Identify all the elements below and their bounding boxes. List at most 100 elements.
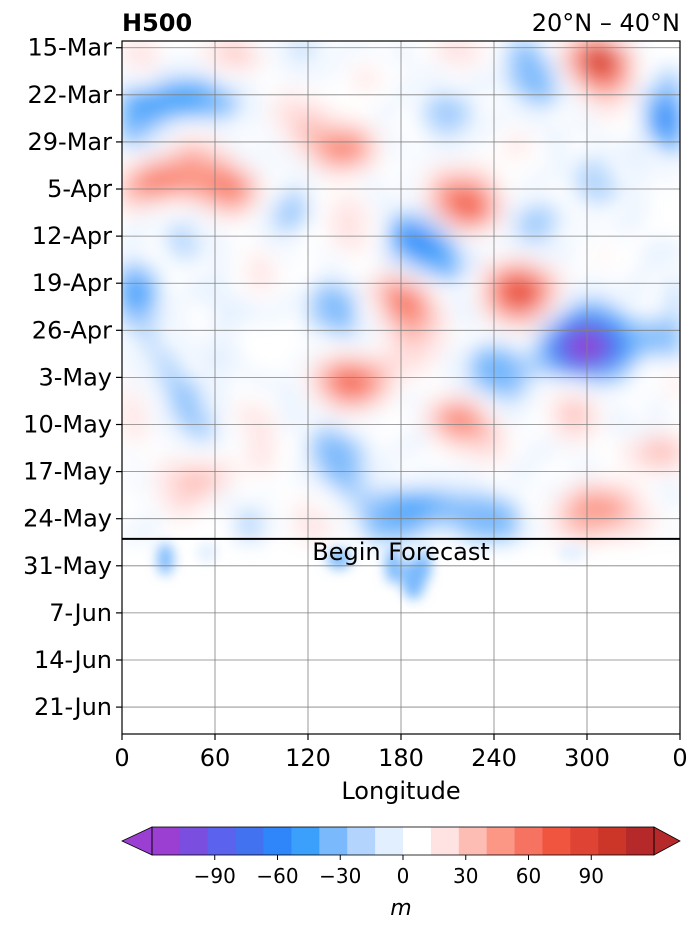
field-cell	[667, 461, 680, 473]
field-cell	[621, 222, 635, 233]
field-cell	[226, 164, 239, 176]
field-cell	[412, 346, 425, 358]
field-cell	[412, 528, 425, 540]
field-cell	[586, 404, 600, 415]
field-cell	[214, 480, 228, 492]
field-cell	[295, 117, 309, 128]
field-cell	[423, 394, 437, 406]
field-cell	[505, 126, 518, 138]
field-cell	[621, 337, 635, 348]
field-cell	[214, 279, 228, 291]
field-cell	[365, 270, 379, 281]
field-cell	[423, 337, 437, 348]
field-cell	[516, 442, 530, 454]
field-cell	[307, 299, 321, 310]
field-cell	[354, 107, 367, 119]
field-cell	[586, 461, 600, 473]
field-cell	[435, 299, 449, 310]
field-cell	[122, 260, 135, 272]
x-tick-label: 120	[285, 744, 331, 772]
field-cell	[400, 452, 414, 463]
field-cell	[458, 145, 472, 157]
field-cell	[272, 251, 286, 262]
field-cell	[168, 318, 181, 329]
field-cell	[481, 385, 495, 396]
colorbar-swatch	[430, 827, 460, 855]
field-cell	[319, 423, 332, 435]
field-cell	[586, 241, 600, 253]
field-cell	[342, 404, 356, 415]
field-cell	[237, 480, 251, 492]
field-cell	[307, 433, 321, 444]
field-cell	[354, 212, 367, 224]
field-cell	[168, 203, 181, 214]
field-cell	[214, 164, 228, 176]
field-cell	[423, 318, 437, 329]
field-cell	[168, 452, 181, 463]
field-cell	[330, 279, 344, 291]
field-cell	[574, 59, 588, 71]
field-cell	[481, 174, 495, 186]
field-cell	[609, 50, 623, 61]
field-cell	[168, 519, 181, 530]
field-cell	[586, 471, 600, 482]
field-cell	[621, 107, 635, 119]
field-cell	[284, 279, 297, 291]
field-cell	[330, 78, 344, 90]
field-cell	[226, 174, 239, 186]
field-cell	[540, 346, 553, 358]
field-cell	[505, 442, 518, 454]
field-cell	[319, 404, 332, 415]
field-cell	[122, 433, 135, 444]
field-cell	[249, 423, 263, 435]
field-cell	[179, 97, 193, 109]
field-cell	[156, 452, 170, 463]
field-cell	[563, 509, 576, 521]
field-cell	[284, 461, 297, 473]
field-cell	[214, 97, 228, 109]
field-cell	[202, 308, 216, 320]
field-cell	[272, 88, 286, 99]
field-cell	[342, 251, 356, 262]
field-cell	[237, 509, 251, 521]
field-cell	[295, 145, 309, 157]
field-cell	[516, 413, 530, 425]
field-cell	[470, 394, 483, 406]
field-cell	[423, 299, 437, 310]
field-cell	[656, 404, 669, 415]
field-cell	[667, 222, 680, 233]
field-cell	[214, 404, 228, 415]
field-cell	[458, 394, 472, 406]
field-cell	[319, 251, 332, 262]
field-cell	[528, 519, 542, 530]
field-cell	[586, 519, 600, 530]
field-cell	[179, 461, 193, 473]
field-cell	[458, 164, 472, 176]
field-cell	[481, 270, 495, 281]
field-cell	[574, 174, 588, 186]
field-cell	[412, 366, 425, 377]
field-cell	[586, 346, 600, 358]
field-cell	[423, 327, 437, 339]
field-cell	[481, 126, 495, 138]
field-cell	[435, 174, 449, 186]
field-cell	[656, 203, 669, 214]
field-cell	[330, 107, 344, 119]
field-cell	[644, 88, 658, 99]
field-cell	[133, 126, 146, 138]
field-cell	[342, 155, 356, 166]
field-cell	[586, 385, 600, 396]
field-cell	[237, 471, 251, 482]
field-cell	[574, 117, 588, 128]
field-cell	[481, 442, 495, 454]
field-cell	[505, 528, 518, 540]
field-cell	[249, 107, 263, 119]
field-cell	[435, 203, 449, 214]
field-cell	[354, 500, 367, 511]
field-cell	[505, 375, 518, 387]
field-cell	[156, 78, 170, 90]
field-cell	[179, 59, 193, 71]
field-cell	[505, 251, 518, 262]
field-cell	[470, 174, 483, 186]
field-cell	[412, 337, 425, 348]
